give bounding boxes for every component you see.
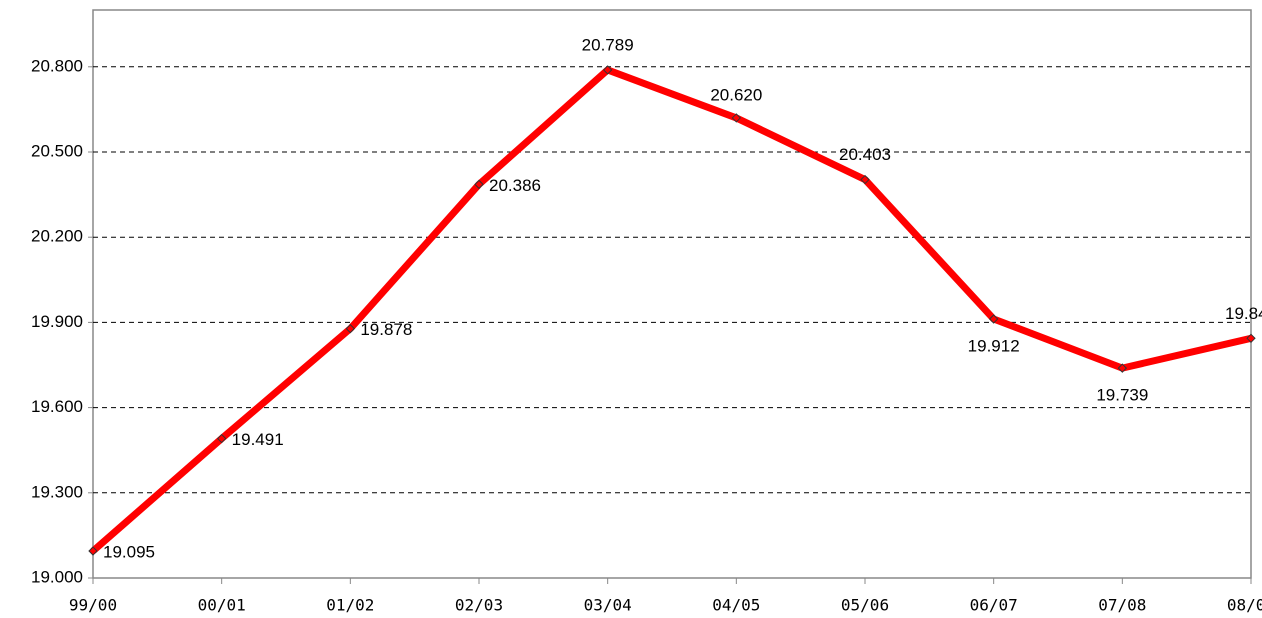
x-tick-label: 06/07 <box>970 596 1018 615</box>
x-tick-label: 07/08 <box>1098 596 1146 615</box>
y-tick-label: 20.500 <box>31 141 83 160</box>
data-label: 19.878 <box>360 320 412 339</box>
x-tick-label: 04/05 <box>712 596 760 615</box>
y-tick-label: 20.800 <box>31 56 83 75</box>
x-tick-label: 99/00 <box>69 596 117 615</box>
y-tick-label: 19.900 <box>31 312 83 331</box>
marker <box>345 323 356 334</box>
x-tick-label: 03/04 <box>584 596 632 615</box>
marker <box>474 179 484 190</box>
x-tick-label: 05/06 <box>841 596 889 615</box>
x-tick-label: 02/03 <box>455 596 503 615</box>
data-label: 19.095 <box>103 543 155 562</box>
line <box>90 66 1252 554</box>
data-label: 19.739 <box>1096 386 1148 405</box>
x-tick-label: 01/02 <box>326 596 374 615</box>
data-label: 19.912 <box>968 336 1020 355</box>
marker <box>1246 333 1256 344</box>
data-label: 20.789 <box>582 35 634 54</box>
marker <box>1117 363 1128 373</box>
plot-frame <box>92 9 1252 579</box>
y-tick-label: 19.600 <box>31 397 83 416</box>
data-label: 20.403 <box>839 145 891 164</box>
x-tick-label: 08/09 <box>1227 596 1262 615</box>
y-tick-label: 19.300 <box>31 482 83 501</box>
data-label: 19.844 <box>1225 304 1262 323</box>
marker <box>602 65 613 75</box>
y-tick-label: 19.000 <box>31 567 83 586</box>
data-label: 19.491 <box>232 430 284 449</box>
marker <box>88 546 98 556</box>
marker <box>988 314 999 324</box>
y-tick-label: 20.200 <box>31 227 83 246</box>
marker <box>731 113 742 123</box>
data-label: 20.386 <box>489 176 541 195</box>
marker <box>216 433 227 444</box>
marker <box>860 174 870 185</box>
data-label: 20.620 <box>710 85 762 104</box>
x-tick-label: 00/01 <box>198 596 246 615</box>
